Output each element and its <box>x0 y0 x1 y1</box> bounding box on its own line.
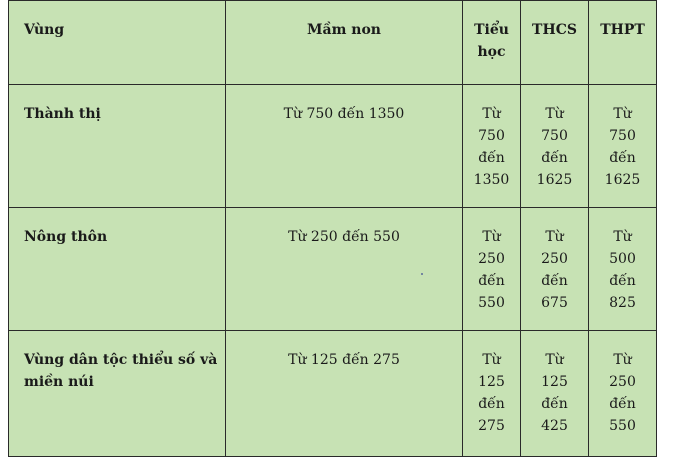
upper-secondary-value-part: Từ <box>613 229 632 245</box>
header-region: Vùng <box>8 0 226 85</box>
lower-secondary-cell: Từ 250 đến 675 <box>520 207 589 331</box>
lower-secondary-value-part: 675 <box>541 295 568 311</box>
primary-value-part: 550 <box>478 295 505 311</box>
lower-secondary-value-part: Từ <box>545 229 564 245</box>
header-primary-line1: Tiểu <box>474 22 509 38</box>
header-upper-secondary-label: THPT <box>600 22 645 38</box>
primary-value-part: 125 <box>478 374 505 390</box>
upper-secondary-cell: Từ 750 đến 1625 <box>588 84 657 208</box>
header-primary: Tiểu học <box>462 0 521 85</box>
upper-secondary-value-part: đến <box>609 396 636 412</box>
upper-secondary-value-part: 550 <box>609 418 636 434</box>
primary-value-part: Từ <box>482 352 501 368</box>
primary-cell: Từ 750 đến 1350 <box>462 84 521 208</box>
table-row: Vùng dân tộc thiểu số và miền núi Từ 125… <box>8 330 657 457</box>
upper-secondary-value-part: 750 <box>609 128 636 144</box>
preschool-cell: Từ 125 đến 275 <box>225 330 463 457</box>
primary-value-part: 750 <box>478 128 505 144</box>
upper-secondary-value-part: đến <box>609 273 636 289</box>
upper-secondary-value-part: Từ <box>613 106 632 122</box>
lower-secondary-value-part: 250 <box>541 251 568 267</box>
tuition-table: Vùng Mầm non Tiểu học THCS THPT Thành th… <box>8 0 657 457</box>
primary-value-part: đến <box>478 396 505 412</box>
primary-cell: Từ 250 đến 550 <box>462 207 521 331</box>
upper-secondary-value-part: đến <box>609 150 636 166</box>
upper-secondary-value-part: 250 <box>609 374 636 390</box>
header-lower-secondary: THCS <box>520 0 589 85</box>
primary-value-part: 1350 <box>473 172 510 188</box>
region-label: Nông thôn <box>24 229 108 245</box>
lower-secondary-value-part: 425 <box>541 418 568 434</box>
region-label-line2: miền núi <box>24 374 94 390</box>
upper-secondary-value-part: Từ <box>613 352 632 368</box>
primary-value-part: đến <box>478 273 505 289</box>
preschool-value: Từ 250 đến 550 <box>288 229 400 245</box>
lower-secondary-value-part: đến <box>541 396 568 412</box>
region-label: Thành thị <box>24 106 101 122</box>
lower-secondary-value-part: đến <box>541 273 568 289</box>
table-row: Thành thị Từ 750 đến 1350 Từ 750 đến 135… <box>8 84 657 208</box>
lower-secondary-value-part: đến <box>541 150 568 166</box>
stray-dot <box>421 273 423 275</box>
primary-value-part: đến <box>478 150 505 166</box>
header-preschool: Mầm non <box>225 0 463 85</box>
header-region-label: Vùng <box>24 22 65 38</box>
upper-secondary-value-part: 825 <box>609 295 636 311</box>
header-upper-secondary: THPT <box>588 0 657 85</box>
primary-value-part: 250 <box>478 251 505 267</box>
preschool-value: Từ 750 đến 1350 <box>283 106 405 122</box>
region-cell: Nông thôn <box>8 207 226 331</box>
primary-value-part: Từ <box>482 106 501 122</box>
preschool-cell: Từ 250 đến 550 <box>225 207 463 331</box>
primary-value-part: 275 <box>478 418 505 434</box>
primary-cell: Từ 125 đến 275 <box>462 330 521 457</box>
lower-secondary-value-part: Từ <box>545 352 564 368</box>
table-header-row: Vùng Mầm non Tiểu học THCS THPT <box>8 0 657 85</box>
header-lower-secondary-label: THCS <box>532 22 577 38</box>
lower-secondary-cell: Từ 750 đến 1625 <box>520 84 589 208</box>
lower-secondary-value-part: 1625 <box>536 172 573 188</box>
region-cell: Thành thị <box>8 84 226 208</box>
lower-secondary-cell: Từ 125 đến 425 <box>520 330 589 457</box>
lower-secondary-value-part: 750 <box>541 128 568 144</box>
preschool-value: Từ 125 đến 275 <box>288 352 400 368</box>
upper-secondary-cell: Từ 250 đến 550 <box>588 330 657 457</box>
primary-value-part: Từ <box>482 229 501 245</box>
lower-secondary-value-part: 125 <box>541 374 568 390</box>
preschool-cell: Từ 750 đến 1350 <box>225 84 463 208</box>
header-preschool-label: Mầm non <box>307 22 381 38</box>
upper-secondary-cell: Từ 500 đến 825 <box>588 207 657 331</box>
header-primary-line2: học <box>477 44 506 60</box>
upper-secondary-value-part: 1625 <box>604 172 641 188</box>
lower-secondary-value-part: Từ <box>545 106 564 122</box>
region-cell: Vùng dân tộc thiểu số và miền núi <box>8 330 226 457</box>
region-label-line1: Vùng dân tộc thiểu số và <box>24 352 218 368</box>
table-row: Nông thôn Từ 250 đến 550 Từ 250 đến 550 … <box>8 207 657 331</box>
upper-secondary-value-part: 500 <box>609 251 636 267</box>
